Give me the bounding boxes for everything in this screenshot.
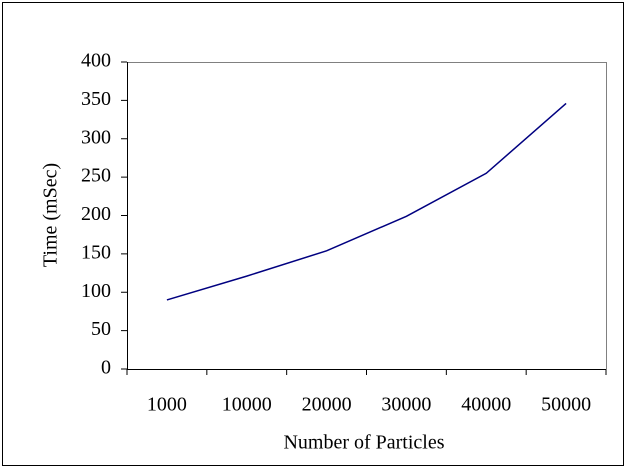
y-tick-label: 50 <box>91 318 111 340</box>
x-tick-label: 20000 <box>302 394 352 416</box>
y-tick-label: 200 <box>81 203 111 225</box>
y-tick-label: 0 <box>101 357 111 379</box>
x-tick-label: 10000 <box>222 394 272 416</box>
x-tick-label: 30000 <box>381 394 431 416</box>
x-tick-label: 1000 <box>147 394 187 416</box>
y-tick-label: 400 <box>81 50 111 72</box>
data-line <box>166 102 567 301</box>
x-tick-label: 50000 <box>541 394 591 416</box>
y-tick-label: 350 <box>81 88 111 110</box>
y-axis-label: Time (mSec) <box>40 163 62 267</box>
y-tick-label: 150 <box>81 241 111 263</box>
x-axis-label: Number of Particles <box>283 432 444 454</box>
x-tick-label: 40000 <box>461 394 511 416</box>
y-tick-label: 100 <box>81 280 111 302</box>
y-tick-label: 250 <box>81 165 111 187</box>
y-tick-label: 300 <box>81 126 111 148</box>
